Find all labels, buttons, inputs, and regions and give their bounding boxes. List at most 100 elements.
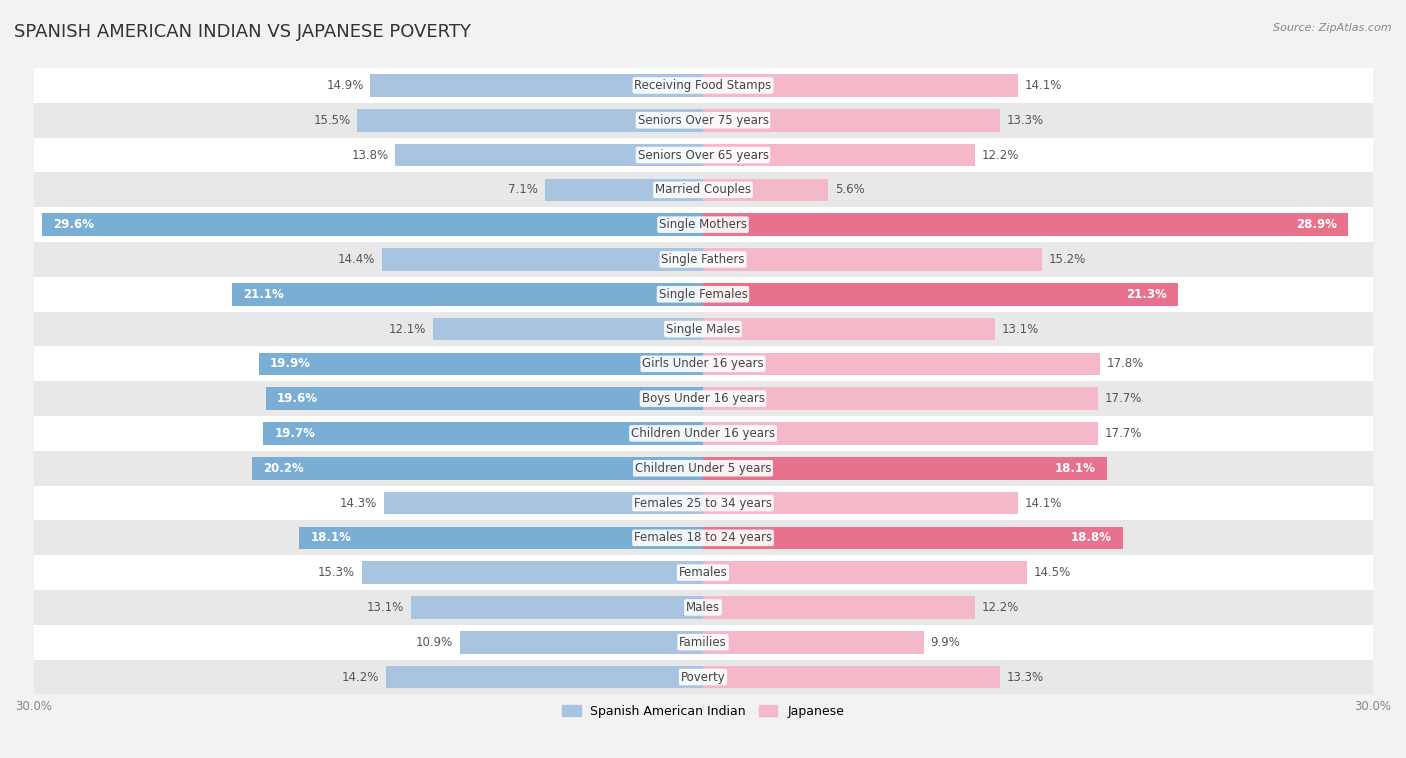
Text: 18.8%: 18.8%	[1070, 531, 1111, 544]
Bar	[703, 144, 976, 166]
Text: 17.7%: 17.7%	[1105, 392, 1142, 405]
Bar	[266, 387, 703, 410]
Bar	[411, 596, 703, 619]
Bar	[703, 422, 1098, 445]
Text: 20.2%: 20.2%	[263, 462, 304, 475]
Text: 13.1%: 13.1%	[367, 601, 404, 614]
Bar	[703, 596, 976, 619]
Bar	[299, 527, 703, 549]
Text: Children Under 5 years: Children Under 5 years	[634, 462, 772, 475]
Bar	[34, 521, 1372, 555]
Bar	[703, 179, 828, 201]
Bar	[703, 666, 1000, 688]
Text: 13.1%: 13.1%	[1002, 323, 1039, 336]
Bar	[703, 492, 1018, 515]
Text: Receiving Food Stamps: Receiving Food Stamps	[634, 79, 772, 92]
Bar	[232, 283, 703, 305]
Bar	[703, 318, 995, 340]
Bar	[34, 625, 1372, 659]
Bar	[34, 103, 1372, 138]
Text: 14.5%: 14.5%	[1033, 566, 1070, 579]
Bar	[34, 381, 1372, 416]
Bar	[34, 312, 1372, 346]
Text: 15.3%: 15.3%	[318, 566, 354, 579]
Text: 13.3%: 13.3%	[1007, 671, 1043, 684]
Text: 14.1%: 14.1%	[1025, 79, 1062, 92]
Text: Families: Families	[679, 636, 727, 649]
Bar	[34, 242, 1372, 277]
Text: 10.9%: 10.9%	[416, 636, 453, 649]
Bar	[703, 213, 1348, 236]
Text: Females 18 to 24 years: Females 18 to 24 years	[634, 531, 772, 544]
Text: 28.9%: 28.9%	[1296, 218, 1337, 231]
Text: 13.8%: 13.8%	[352, 149, 388, 161]
Bar	[395, 144, 703, 166]
Bar	[361, 562, 703, 584]
Bar	[703, 109, 1000, 132]
Text: 18.1%: 18.1%	[311, 531, 352, 544]
Text: 15.5%: 15.5%	[314, 114, 350, 127]
Bar	[703, 283, 1178, 305]
Text: 19.6%: 19.6%	[277, 392, 318, 405]
Bar	[42, 213, 703, 236]
Bar	[703, 457, 1107, 480]
Text: Children Under 16 years: Children Under 16 years	[631, 427, 775, 440]
Bar	[381, 248, 703, 271]
Bar	[34, 659, 1372, 694]
Bar	[703, 352, 1101, 375]
Text: 21.1%: 21.1%	[243, 288, 284, 301]
Bar	[703, 562, 1026, 584]
Text: Seniors Over 65 years: Seniors Over 65 years	[637, 149, 769, 161]
Text: 18.1%: 18.1%	[1054, 462, 1095, 475]
Text: Single Males: Single Males	[666, 323, 740, 336]
Text: SPANISH AMERICAN INDIAN VS JAPANESE POVERTY: SPANISH AMERICAN INDIAN VS JAPANESE POVE…	[14, 23, 471, 41]
Bar	[34, 68, 1372, 103]
Text: 14.9%: 14.9%	[326, 79, 364, 92]
Text: Females 25 to 34 years: Females 25 to 34 years	[634, 496, 772, 509]
Bar	[34, 173, 1372, 207]
Text: Source: ZipAtlas.com: Source: ZipAtlas.com	[1274, 23, 1392, 33]
Bar	[263, 422, 703, 445]
Text: 9.9%: 9.9%	[931, 636, 960, 649]
Bar	[460, 631, 703, 653]
Text: 29.6%: 29.6%	[53, 218, 94, 231]
Bar	[357, 109, 703, 132]
Text: Married Couples: Married Couples	[655, 183, 751, 196]
Text: 14.4%: 14.4%	[337, 253, 375, 266]
Text: 7.1%: 7.1%	[508, 183, 538, 196]
Bar	[34, 138, 1372, 173]
Text: Girls Under 16 years: Girls Under 16 years	[643, 357, 763, 371]
Text: 21.3%: 21.3%	[1126, 288, 1167, 301]
Bar	[384, 492, 703, 515]
Text: Single Females: Single Females	[658, 288, 748, 301]
Bar	[34, 207, 1372, 242]
Text: Seniors Over 75 years: Seniors Over 75 years	[637, 114, 769, 127]
Text: 14.1%: 14.1%	[1025, 496, 1062, 509]
Bar	[34, 277, 1372, 312]
Legend: Spanish American Indian, Japanese: Spanish American Indian, Japanese	[557, 700, 849, 722]
Text: 5.6%: 5.6%	[835, 183, 865, 196]
Bar	[703, 387, 1098, 410]
Text: 14.3%: 14.3%	[340, 496, 377, 509]
Bar	[433, 318, 703, 340]
Text: 12.2%: 12.2%	[981, 149, 1019, 161]
Text: 12.2%: 12.2%	[981, 601, 1019, 614]
Text: 14.2%: 14.2%	[342, 671, 380, 684]
Bar	[371, 74, 703, 97]
Text: 12.1%: 12.1%	[389, 323, 426, 336]
Text: Poverty: Poverty	[681, 671, 725, 684]
Bar	[703, 74, 1018, 97]
Text: 19.9%: 19.9%	[270, 357, 311, 371]
Bar	[703, 631, 924, 653]
Text: 17.7%: 17.7%	[1105, 427, 1142, 440]
Text: 17.8%: 17.8%	[1107, 357, 1144, 371]
Text: Males: Males	[686, 601, 720, 614]
Text: 19.7%: 19.7%	[274, 427, 315, 440]
Text: 15.2%: 15.2%	[1049, 253, 1087, 266]
Bar	[34, 416, 1372, 451]
Bar	[259, 352, 703, 375]
Bar	[252, 457, 703, 480]
Bar	[544, 179, 703, 201]
Text: Single Fathers: Single Fathers	[661, 253, 745, 266]
Text: Boys Under 16 years: Boys Under 16 years	[641, 392, 765, 405]
